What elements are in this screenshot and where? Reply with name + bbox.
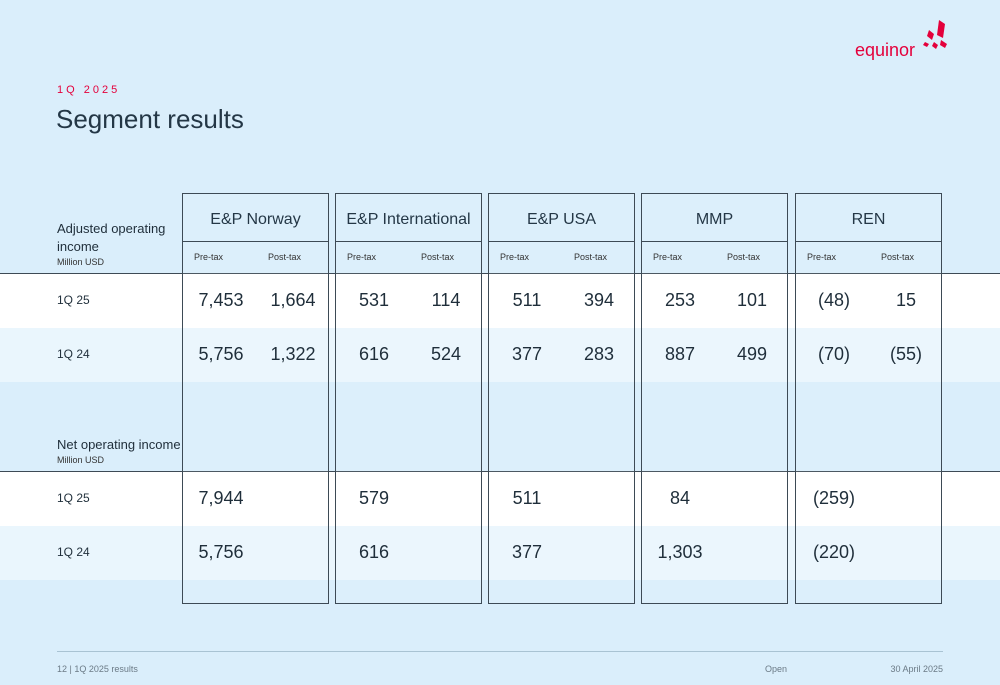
- column-mmp-header-divider: [641, 241, 788, 242]
- adjusted-ep-usa-row0-pretax: 511: [512, 290, 542, 310]
- column-ep-international-posttax-label: Post-tax: [421, 252, 455, 262]
- adjusted-ren-row0-posttax: 15: [895, 290, 917, 310]
- footer-doc-title: 1Q 2025 results: [74, 664, 138, 674]
- adjusted-ep-norway-row0-posttax: 1,664: [270, 290, 316, 310]
- column-ep-norway-pretax-label: Pre-tax: [194, 252, 224, 262]
- adjusted-row-1q25-band: [0, 274, 1000, 328]
- net-label: Net operating income Million USD: [57, 436, 181, 466]
- adjusted-label-line2: income: [57, 239, 99, 254]
- net-ep-norway-row0-value: 7,944: [198, 488, 244, 508]
- column-ep-norway: [182, 193, 329, 604]
- column-ep-norway-header-divider: [182, 241, 329, 242]
- net-ep-international-row1-value: 616: [358, 542, 390, 562]
- period-label: 1Q 2025: [57, 84, 121, 96]
- brand-wordmark: equinor: [855, 40, 916, 60]
- adjusted-ep-international-row1-posttax: 524: [430, 344, 462, 364]
- adjusted-ep-international-row0-posttax: 114: [431, 290, 461, 310]
- column-mmp-pretax-label: Pre-tax: [653, 252, 683, 262]
- adjusted-header-line: [0, 273, 1000, 274]
- adjusted-row-1q24-band: [0, 328, 1000, 382]
- adjusted-ep-norway-row1-posttax: 1,322: [270, 344, 316, 364]
- adjusted-ren-row0-pretax: (48): [817, 290, 850, 310]
- net-ep-international-row0-value: 579: [358, 488, 390, 508]
- net-ep-norway-row1-value: 5,756: [198, 542, 244, 562]
- adjusted-row-1q24-label: 1Q 24: [57, 347, 90, 361]
- adjusted-mmp-row1-posttax: 499: [736, 344, 768, 364]
- net-label-text: Net operating income: [57, 437, 181, 452]
- adjusted-mmp-row0-posttax: 101: [736, 290, 768, 310]
- adjusted-unit: Million USD: [57, 257, 105, 267]
- adjusted-mmp-row1-pretax: 887: [664, 344, 696, 364]
- column-ep-usa-pretax-label: Pre-tax: [500, 252, 530, 262]
- net-row-1q25-band: [0, 472, 1000, 526]
- footer-classification: Open: [765, 664, 788, 674]
- adjusted-mmp-row0-pretax: 253: [664, 290, 696, 310]
- net-row-1q25-label: 1Q 25: [57, 491, 90, 505]
- column-ren-title: REN: [851, 211, 886, 228]
- adjusted-ep-norway-row0-pretax: 7,453: [198, 290, 244, 310]
- column-ep-usa-title: E&P USA: [526, 211, 597, 228]
- adjusted-ren-row1-posttax: (55): [889, 344, 922, 364]
- star-icon: [923, 20, 947, 49]
- footer-line: [57, 651, 943, 652]
- net-row-1q24-band: [0, 526, 1000, 580]
- column-ep-norway-title: E&P Norway: [210, 211, 301, 228]
- net-unit: Million USD: [57, 455, 105, 465]
- column-ren-pretax-label: Pre-tax: [807, 252, 837, 262]
- net-row-1q24-label: 1Q 24: [57, 545, 90, 559]
- adjusted-label-line1: Adjusted operating: [57, 221, 166, 236]
- net-ep-usa-row0-value: 511: [512, 488, 542, 508]
- column-ep-usa-posttax-label: Post-tax: [574, 252, 608, 262]
- net-ep-usa-row1-value: 377: [511, 542, 543, 562]
- adjusted-ep-international-row1-pretax: 616: [358, 344, 390, 364]
- equinor-logo: equinor: [855, 20, 950, 65]
- column-ren-header-divider: [795, 241, 942, 242]
- adjusted-ep-international-row0-pretax: 531: [358, 290, 390, 310]
- net-mmp-row0-value: 84: [669, 488, 691, 508]
- column-ep-norway-posttax-label: Post-tax: [268, 252, 302, 262]
- column-ren-posttax-label: Post-tax: [881, 252, 915, 262]
- column-ep-international: [335, 193, 482, 604]
- column-ep-international-title: E&P International: [346, 211, 471, 228]
- net-ren-row1-value: (220): [812, 542, 856, 562]
- adjusted-ep-usa-row1-pretax: 377: [511, 344, 543, 364]
- adjusted-row-1q25-label: 1Q 25: [57, 293, 90, 307]
- adjusted-ep-usa-row0-posttax: 394: [583, 290, 615, 310]
- column-ep-usa-header-divider: [488, 241, 635, 242]
- adjusted-label: Adjusted operating income Million USD: [57, 220, 165, 268]
- footer-page-number: 12: [57, 664, 68, 674]
- adjusted-ep-usa-row1-posttax: 283: [583, 344, 615, 364]
- column-ren: [795, 193, 942, 604]
- column-ep-international-header-divider: [335, 241, 482, 242]
- footer-left: 12 | 1Q 2025 results: [57, 664, 138, 674]
- page-title: Segment results: [56, 104, 244, 134]
- column-ep-international-pretax-label: Pre-tax: [347, 252, 377, 262]
- net-ren-row0-value: (259): [812, 488, 856, 508]
- column-mmp-posttax-label: Post-tax: [727, 252, 761, 262]
- footer-date: 30 April 2025: [890, 664, 943, 674]
- column-mmp-title: MMP: [695, 211, 734, 228]
- column-mmp: [641, 193, 788, 604]
- net-header-line: [0, 471, 1000, 472]
- column-ep-usa: [488, 193, 635, 604]
- adjusted-ren-row1-pretax: (70): [817, 344, 850, 364]
- net-mmp-row1-value: 1,303: [657, 542, 703, 562]
- adjusted-ep-norway-row1-pretax: 5,756: [198, 344, 244, 364]
